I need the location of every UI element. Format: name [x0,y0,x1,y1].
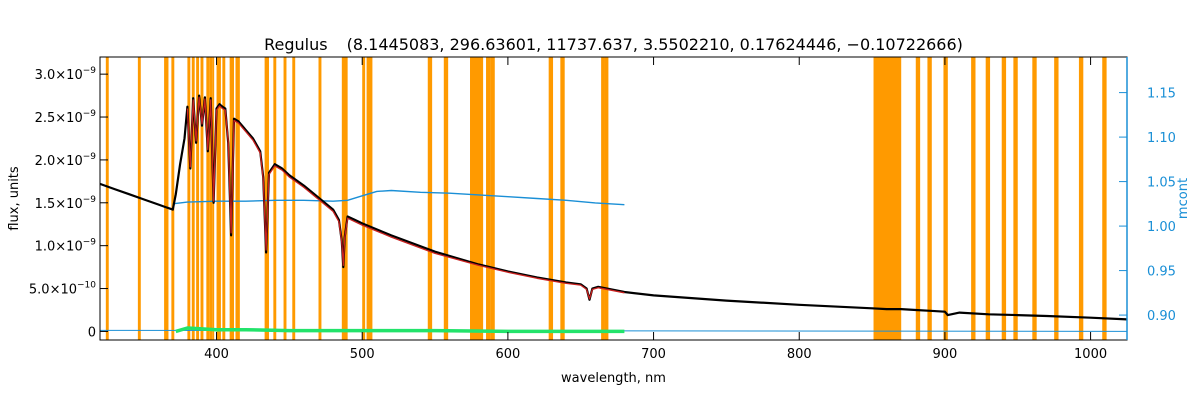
chart-title: Regulus (8.1445083, 296.63601, 11737.637… [264,35,963,54]
mask-band [427,57,433,340]
mask-band [490,57,495,340]
mask-band [191,57,195,340]
mask-band [187,57,191,340]
y-tick-label: 1.5×10−9 [35,195,97,212]
y-tick-label: 0 [88,325,96,340]
mask-band [604,57,609,340]
mask-band [341,57,348,340]
y-tick-label: 2.5×10−9 [35,109,97,126]
y-tick-label: 5.0×10−10 [29,281,96,298]
mask-band [264,57,269,340]
x-tick-label: 900 [932,347,957,362]
right-tick-label: 1.00 [1147,220,1176,235]
right-tick-label: 0.90 [1147,309,1176,324]
mask-band [273,57,277,340]
x-axis-label: wavelength, nm [561,371,666,386]
y-axis-ticks: 0 5.0×10−10 1.0×10−9 1.5×10−9 2.0×10−9 2.5×10… [29,66,108,340]
mask-band [873,57,902,340]
mask-band [196,57,200,340]
mask-band [1078,57,1084,340]
spectrum-series [99,94,1128,334]
mask-band [1001,57,1007,340]
mask-band [943,57,948,340]
mask-band [971,57,976,340]
right-axis-ticks: 0.90 0.95 1.00 1.05 1.10 1.15 [1119,57,1176,340]
series-line-residual [175,326,625,334]
y-tick-label: 1.0×10−9 [35,238,97,255]
mask-band [362,57,366,340]
mask-band [560,57,565,340]
mask-band [601,57,605,340]
mask-band [1013,57,1018,340]
x-tick-label: 1000 [1074,347,1107,362]
mask-band [216,57,221,340]
series-line-mcont [172,189,625,206]
right-tick-label: 1.05 [1147,176,1176,191]
mask-band [200,57,204,340]
mask-band [548,57,554,340]
x-tick-label: 600 [495,347,520,362]
x-tick-label: 500 [350,347,375,362]
mask-band [209,57,213,340]
mask-band [1032,57,1037,340]
series-line-model [186,96,625,300]
y-tick-label: 2.0×10−9 [35,152,97,169]
chart-subtitle: (8.1445083, 296.63601, 11737.637, 3.5502… [347,35,963,54]
x-tick-label: 700 [641,347,666,362]
right-tick-label: 1.15 [1147,87,1176,102]
chart-title-name: Regulus [264,35,327,54]
right-tick-label: 1.10 [1147,131,1176,146]
mask-band [235,57,238,340]
mask-band [1102,57,1107,340]
x-axis-ticks: 400 500 600 700 800 900 1000 [204,57,1107,362]
mask-band [105,57,109,340]
y-tick-label: 3.0×10−9 [35,66,97,83]
mask-band [283,57,287,340]
mask-band [486,57,491,340]
mask-band [222,57,226,340]
mask-band [470,57,484,340]
mask-band [366,57,373,340]
x-tick-label: 800 [787,347,812,362]
mask-band [164,57,169,340]
mask-band [206,57,210,340]
mask-band [443,57,449,340]
x-tick-label: 400 [204,347,229,362]
mask-band [171,57,175,340]
mask-band [915,57,921,340]
mask-band [985,57,991,340]
right-tick-label: 0.95 [1147,265,1176,280]
mask-band [292,57,296,340]
y-axis-label: flux, units [7,166,22,231]
mask-band [236,57,240,340]
right-axis-label: mcont [1176,178,1191,219]
mask-band [1054,57,1059,340]
mask-band [927,57,932,340]
masked-regions [105,57,1107,340]
